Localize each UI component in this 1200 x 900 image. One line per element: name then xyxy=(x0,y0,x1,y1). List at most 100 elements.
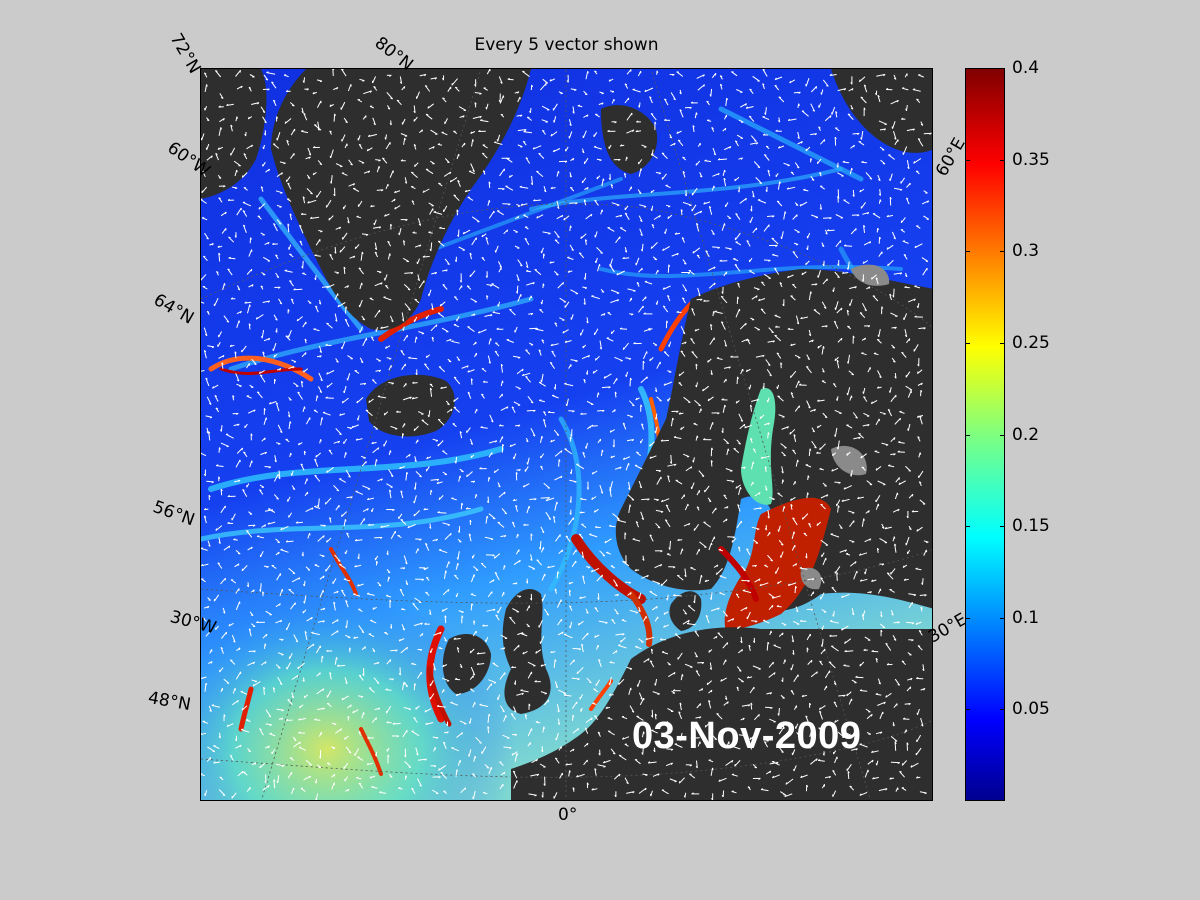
current-vector xyxy=(530,554,533,561)
current-vector-head xyxy=(923,688,926,691)
current-vector xyxy=(403,555,408,565)
current-vector xyxy=(258,203,266,210)
current-vector-head xyxy=(336,272,339,274)
current-vector-head xyxy=(209,416,213,419)
current-vector xyxy=(750,405,752,412)
current-vector-head xyxy=(783,506,786,509)
current-vector-head xyxy=(494,571,498,575)
current-vector-head xyxy=(215,528,218,531)
current-vector xyxy=(532,145,542,150)
current-vector-head xyxy=(465,507,469,510)
current-vector-head xyxy=(721,321,724,324)
current-vector-head xyxy=(607,129,610,132)
current-vector-head xyxy=(424,622,427,625)
current-vector-head xyxy=(903,253,907,256)
current-vector-head xyxy=(334,251,337,254)
current-vector xyxy=(652,691,660,695)
current-vector xyxy=(492,311,500,315)
current-vector xyxy=(316,100,322,108)
current-vector xyxy=(534,269,542,276)
current-vector-head xyxy=(439,303,442,307)
current-vector xyxy=(922,664,925,671)
current-vector-head xyxy=(336,664,340,667)
current-vector xyxy=(771,237,779,245)
current-vector-head xyxy=(434,272,438,275)
current-vector-head xyxy=(777,395,780,397)
current-vector xyxy=(821,346,824,355)
current-vector xyxy=(298,717,307,721)
current-vector-head xyxy=(859,579,863,582)
current-vector-head xyxy=(444,615,447,618)
current-vector-head xyxy=(825,325,828,328)
current-vector-head xyxy=(292,488,296,490)
current-vector-head xyxy=(479,93,482,95)
current-vector xyxy=(497,606,502,614)
current-vector-head xyxy=(776,605,780,607)
current-vector-head xyxy=(907,428,909,431)
current-vector-head xyxy=(795,204,799,206)
current-vector-head xyxy=(731,480,735,483)
current-vector xyxy=(857,496,864,500)
current-vector xyxy=(303,595,307,604)
current-vector xyxy=(916,526,923,532)
current-vector xyxy=(383,440,388,447)
current-vector xyxy=(500,634,508,639)
current-vector xyxy=(751,461,754,470)
current-vector xyxy=(879,189,881,196)
current-vector-head xyxy=(777,581,780,584)
current-vector xyxy=(486,683,493,691)
current-vector-head xyxy=(377,447,380,450)
current-vector-head xyxy=(469,519,472,523)
current-vector xyxy=(552,103,558,111)
current-vector-head xyxy=(272,242,275,245)
current-vector-head xyxy=(871,277,873,280)
current-vector-head xyxy=(376,682,380,684)
current-vector-head xyxy=(907,166,910,170)
current-vector-head xyxy=(758,578,761,581)
current-vector xyxy=(794,405,800,412)
current-vector-head xyxy=(304,406,306,409)
current-vector-head xyxy=(447,589,450,592)
current-vector xyxy=(684,663,693,668)
current-vector-head xyxy=(387,571,391,574)
current-vector-head xyxy=(649,534,652,537)
current-vector xyxy=(428,410,431,418)
current-vector-head xyxy=(703,84,705,87)
current-vector-head xyxy=(268,715,272,718)
current-vector-head xyxy=(658,172,661,175)
current-vector-head xyxy=(215,464,219,467)
current-vector-head xyxy=(880,629,883,633)
current-vector xyxy=(356,397,364,404)
current-vector-head xyxy=(584,93,588,96)
current-vector xyxy=(568,131,573,139)
current-vector-head xyxy=(878,193,881,196)
current-vector-head xyxy=(510,713,514,716)
current-vector-head xyxy=(411,171,414,174)
current-vector-head xyxy=(380,326,383,329)
current-vector-head xyxy=(743,466,746,469)
current-vector xyxy=(315,305,319,313)
current-vector-head xyxy=(554,322,557,325)
current-vector xyxy=(414,597,422,603)
current-vector xyxy=(704,721,711,728)
current-vector xyxy=(470,666,476,676)
current-vector-head xyxy=(204,333,208,337)
current-vector xyxy=(622,736,630,740)
current-vector-head xyxy=(392,509,395,512)
current-vector xyxy=(776,352,782,359)
current-vector xyxy=(380,524,390,528)
current-vector xyxy=(205,415,213,418)
current-vector-head xyxy=(707,398,710,402)
current-vector-head xyxy=(816,671,818,674)
current-vector xyxy=(334,657,337,665)
current-vector-head xyxy=(517,91,520,94)
current-vector xyxy=(843,485,853,490)
current-vector xyxy=(291,674,299,680)
current-vector xyxy=(712,172,720,177)
current-vector-head xyxy=(772,215,775,218)
current-vector-head xyxy=(275,330,278,333)
current-vector-head xyxy=(332,69,335,71)
current-vector xyxy=(348,159,353,166)
current-vector-head xyxy=(699,210,703,214)
current-vector xyxy=(328,215,334,221)
